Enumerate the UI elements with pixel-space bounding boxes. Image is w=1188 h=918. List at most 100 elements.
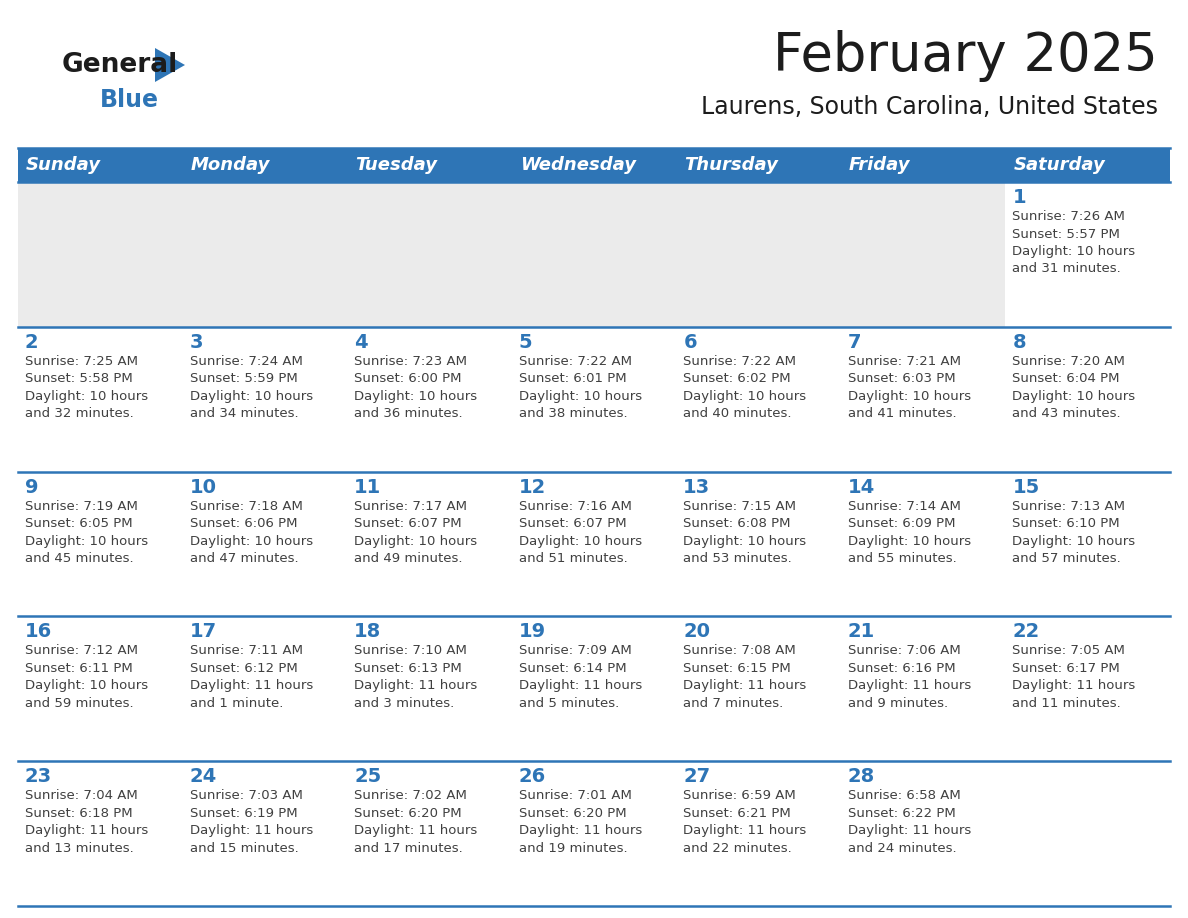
Text: Sunset: 6:05 PM: Sunset: 6:05 PM [25, 517, 133, 530]
Bar [347, 472, 512, 616]
Text: 20: 20 [683, 622, 710, 642]
Text: Sunrise: 7:02 AM: Sunrise: 7:02 AM [354, 789, 467, 802]
Text: Daylight: 10 hours: Daylight: 10 hours [190, 534, 312, 548]
Text: Daylight: 11 hours: Daylight: 11 hours [354, 824, 478, 837]
Bar [1005, 327, 1170, 472]
Text: Sunset: 6:09 PM: Sunset: 6:09 PM [848, 517, 955, 530]
Text: 17: 17 [190, 622, 216, 642]
Text: and 17 minutes.: and 17 minutes. [354, 842, 463, 855]
Text: and 55 minutes.: and 55 minutes. [848, 552, 956, 565]
Text: Sunday: Sunday [26, 156, 101, 174]
Bar [512, 182, 676, 327]
Text: Wednesday: Wednesday [519, 156, 636, 174]
Text: and 49 minutes.: and 49 minutes. [354, 552, 462, 565]
Text: and 36 minutes.: and 36 minutes. [354, 408, 463, 420]
Text: 26: 26 [519, 767, 546, 786]
Polygon shape [154, 48, 185, 82]
Text: Daylight: 11 hours: Daylight: 11 hours [354, 679, 478, 692]
Text: Sunset: 6:11 PM: Sunset: 6:11 PM [25, 662, 133, 675]
Text: Sunrise: 7:25 AM: Sunrise: 7:25 AM [25, 354, 138, 368]
Text: and 53 minutes.: and 53 minutes. [683, 552, 792, 565]
Text: 3: 3 [190, 333, 203, 352]
Text: 15: 15 [1012, 477, 1040, 497]
Bar [512, 148, 676, 182]
Bar [676, 182, 841, 327]
Bar [1005, 148, 1170, 182]
Text: Sunrise: 7:16 AM: Sunrise: 7:16 AM [519, 499, 632, 512]
Text: and 19 minutes.: and 19 minutes. [519, 842, 627, 855]
Text: and 51 minutes.: and 51 minutes. [519, 552, 627, 565]
Text: Sunrise: 7:26 AM: Sunrise: 7:26 AM [1012, 210, 1125, 223]
Text: Daylight: 10 hours: Daylight: 10 hours [190, 390, 312, 403]
Text: Sunrise: 7:08 AM: Sunrise: 7:08 AM [683, 644, 796, 657]
Text: Daylight: 10 hours: Daylight: 10 hours [1012, 245, 1136, 258]
Bar [18, 472, 183, 616]
Bar [1005, 472, 1170, 616]
Text: and 41 minutes.: and 41 minutes. [848, 408, 956, 420]
Text: Sunrise: 7:04 AM: Sunrise: 7:04 AM [25, 789, 138, 802]
Text: Sunset: 6:16 PM: Sunset: 6:16 PM [848, 662, 955, 675]
Text: Sunrise: 7:06 AM: Sunrise: 7:06 AM [848, 644, 961, 657]
Text: 4: 4 [354, 333, 368, 352]
Text: and 1 minute.: and 1 minute. [190, 697, 283, 710]
Bar [841, 148, 1005, 182]
Text: 21: 21 [848, 622, 876, 642]
Text: Sunset: 6:07 PM: Sunset: 6:07 PM [519, 517, 626, 530]
Text: Daylight: 10 hours: Daylight: 10 hours [354, 390, 478, 403]
Bar [676, 761, 841, 906]
Bar [347, 148, 512, 182]
Text: Sunrise: 7:15 AM: Sunrise: 7:15 AM [683, 499, 796, 512]
Text: and 59 minutes.: and 59 minutes. [25, 697, 133, 710]
Text: 19: 19 [519, 622, 545, 642]
Text: 8: 8 [1012, 333, 1026, 352]
Text: Daylight: 11 hours: Daylight: 11 hours [683, 824, 807, 837]
Text: Daylight: 11 hours: Daylight: 11 hours [25, 824, 148, 837]
Text: Laurens, South Carolina, United States: Laurens, South Carolina, United States [701, 95, 1158, 119]
Text: February 2025: February 2025 [773, 30, 1158, 82]
Text: and 11 minutes.: and 11 minutes. [1012, 697, 1121, 710]
Bar [512, 616, 676, 761]
Text: Sunrise: 7:22 AM: Sunrise: 7:22 AM [519, 354, 632, 368]
Bar [18, 327, 183, 472]
Bar [183, 182, 347, 327]
Text: Sunrise: 7:21 AM: Sunrise: 7:21 AM [848, 354, 961, 368]
Text: Sunset: 6:02 PM: Sunset: 6:02 PM [683, 373, 791, 386]
Bar [1005, 616, 1170, 761]
Text: and 43 minutes.: and 43 minutes. [1012, 408, 1121, 420]
Text: Daylight: 10 hours: Daylight: 10 hours [848, 390, 971, 403]
Text: 5: 5 [519, 333, 532, 352]
Text: Sunrise: 7:13 AM: Sunrise: 7:13 AM [1012, 499, 1125, 512]
Text: 9: 9 [25, 477, 38, 497]
Text: Sunrise: 7:17 AM: Sunrise: 7:17 AM [354, 499, 467, 512]
Bar [183, 148, 347, 182]
Bar [512, 761, 676, 906]
Text: Daylight: 10 hours: Daylight: 10 hours [1012, 390, 1136, 403]
Bar [841, 761, 1005, 906]
Text: Sunset: 6:17 PM: Sunset: 6:17 PM [1012, 662, 1120, 675]
Bar [183, 472, 347, 616]
Text: Sunrise: 7:14 AM: Sunrise: 7:14 AM [848, 499, 961, 512]
Text: Daylight: 10 hours: Daylight: 10 hours [683, 534, 807, 548]
Text: Monday: Monday [190, 156, 270, 174]
Text: Daylight: 10 hours: Daylight: 10 hours [25, 390, 148, 403]
Text: 1: 1 [1012, 188, 1026, 207]
Text: Daylight: 11 hours: Daylight: 11 hours [190, 824, 312, 837]
Text: Sunset: 6:19 PM: Sunset: 6:19 PM [190, 807, 297, 820]
Text: and 7 minutes.: and 7 minutes. [683, 697, 784, 710]
Text: 22: 22 [1012, 622, 1040, 642]
Text: Sunrise: 7:12 AM: Sunrise: 7:12 AM [25, 644, 138, 657]
Text: and 34 minutes.: and 34 minutes. [190, 408, 298, 420]
Text: Daylight: 10 hours: Daylight: 10 hours [848, 534, 971, 548]
Text: and 32 minutes.: and 32 minutes. [25, 408, 134, 420]
Text: and 5 minutes.: and 5 minutes. [519, 697, 619, 710]
Bar [841, 472, 1005, 616]
Text: and 22 minutes.: and 22 minutes. [683, 842, 792, 855]
Text: Sunset: 5:57 PM: Sunset: 5:57 PM [1012, 228, 1120, 241]
Text: 18: 18 [354, 622, 381, 642]
Text: and 13 minutes.: and 13 minutes. [25, 842, 134, 855]
Bar [1005, 182, 1170, 327]
Text: and 24 minutes.: and 24 minutes. [848, 842, 956, 855]
Text: Sunset: 6:15 PM: Sunset: 6:15 PM [683, 662, 791, 675]
Text: 25: 25 [354, 767, 381, 786]
Text: Daylight: 10 hours: Daylight: 10 hours [519, 534, 642, 548]
